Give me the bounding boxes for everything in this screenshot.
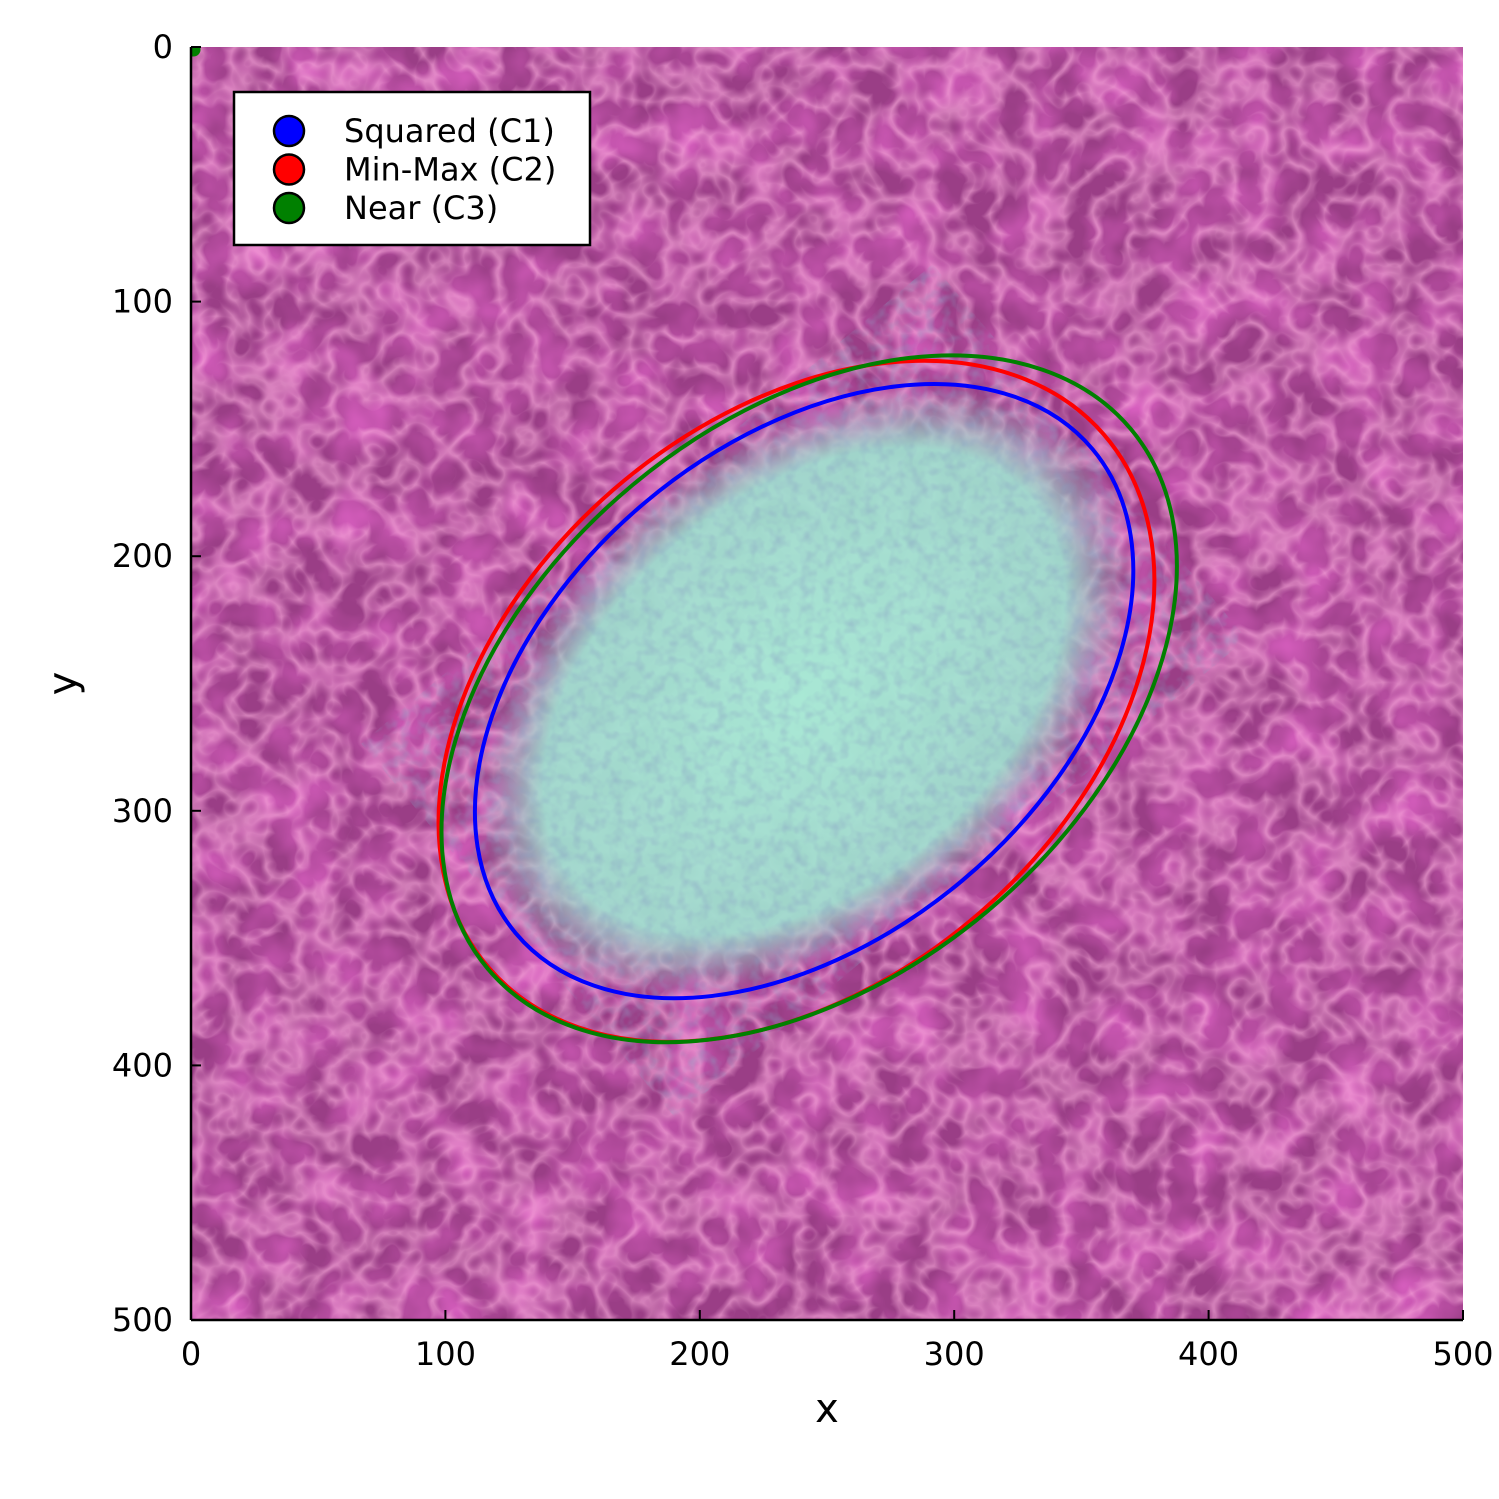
legend: Squared (C1)Min-Max (C2)Near (C3)	[232, 90, 592, 247]
x-axis-label: x	[815, 1386, 839, 1432]
cell-texture	[478, 387, 1130, 996]
legend-marker	[272, 191, 306, 225]
ellipse-series-3	[439, 353, 1179, 1045]
y-tick-label: 300	[112, 792, 173, 830]
y-tick-label: 0	[153, 28, 173, 66]
histology-image	[191, 47, 1463, 1320]
y-tick-label: 200	[112, 537, 173, 575]
y-tick-label: 100	[112, 283, 173, 321]
series-layer	[191, 47, 1179, 1045]
y-tick-label: 500	[112, 1301, 173, 1339]
data-point	[191, 47, 201, 57]
x-tick-label: 0	[181, 1335, 201, 1373]
x-tick-label: 100	[415, 1335, 476, 1373]
x-tick-label: 300	[924, 1335, 985, 1373]
y-tick-label: 400	[112, 1046, 173, 1084]
x-tick-label: 500	[1432, 1335, 1493, 1373]
y-axis-label: y	[40, 672, 86, 696]
x-tick-label: 200	[669, 1335, 730, 1373]
legend-marker	[272, 114, 306, 148]
legend-label: Squared (C1)	[344, 112, 555, 150]
ellipse-series-1	[472, 382, 1136, 1001]
legend-label: Min-Max (C2)	[344, 151, 556, 189]
legend-marker	[272, 153, 306, 186]
legend-label: Near (C3)	[344, 189, 498, 227]
x-tick-label: 400	[1178, 1335, 1239, 1373]
